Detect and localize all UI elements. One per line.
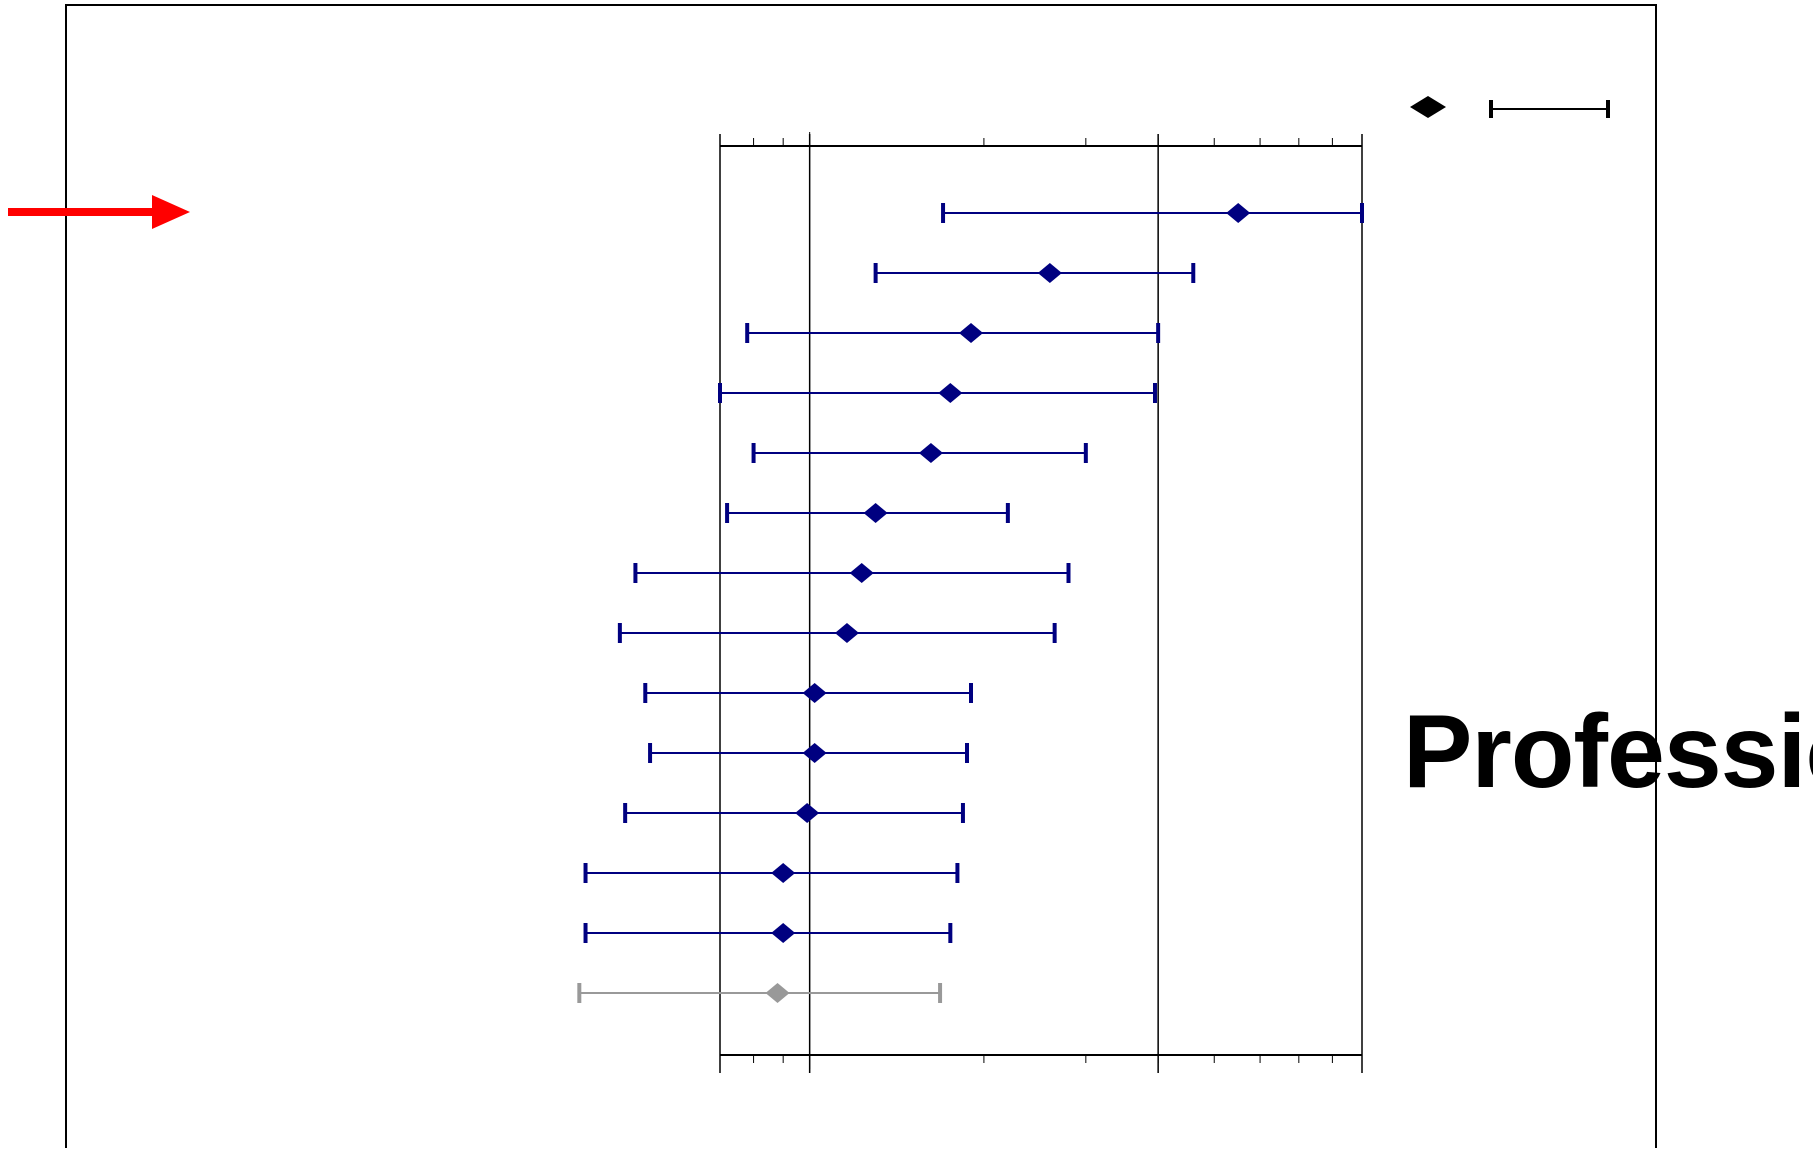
- reference-lines: [808, 134, 1159, 1073]
- diamond-icon: [1410, 96, 1446, 118]
- point-estimate-diamond: [765, 983, 790, 1003]
- point-estimate-diamond: [795, 803, 820, 823]
- estimate-row: [577, 983, 943, 1003]
- estimate-row: [718, 383, 1157, 403]
- estimate-row: [633, 563, 1071, 583]
- point-estimate-diamond: [849, 563, 874, 583]
- error-bar-icon: [1489, 100, 1610, 118]
- estimate-row: [648, 743, 970, 763]
- arrow-right-icon: [8, 195, 190, 229]
- estimate-row: [583, 923, 953, 943]
- overlay-title-text: Professio: [1403, 694, 1813, 810]
- point-estimate-diamond: [918, 443, 943, 463]
- point-estimate-diamond: [959, 323, 984, 343]
- x-axis-top: [719, 132, 1363, 146]
- point-estimate-diamond: [834, 623, 859, 643]
- estimate-row: [623, 803, 965, 823]
- estimate-row: [873, 263, 1196, 283]
- point-estimate-diamond: [802, 743, 827, 763]
- x-axis-bottom: [719, 1055, 1363, 1069]
- point-estimate-diamond: [863, 503, 888, 523]
- point-estimate-diamond: [938, 383, 963, 403]
- arrow-head: [152, 195, 190, 229]
- point-estimate-diamond: [771, 863, 796, 883]
- point-estimate-diamond: [802, 683, 827, 703]
- estimate-row: [725, 503, 1010, 523]
- estimate-rows: [577, 203, 1364, 1003]
- estimate-row: [643, 683, 974, 703]
- plot-area: [719, 134, 1363, 1073]
- estimate-row: [617, 623, 1057, 643]
- slide-frame: [65, 4, 1657, 1153]
- estimate-row: [745, 323, 1161, 343]
- legend: [1410, 96, 1610, 118]
- estimate-row: [583, 863, 960, 883]
- estimate-row: [941, 203, 1364, 223]
- point-estimate-diamond: [1037, 263, 1062, 283]
- point-estimate-diamond: [1226, 203, 1251, 223]
- point-estimate-diamond: [771, 923, 796, 943]
- estimate-row: [751, 443, 1088, 463]
